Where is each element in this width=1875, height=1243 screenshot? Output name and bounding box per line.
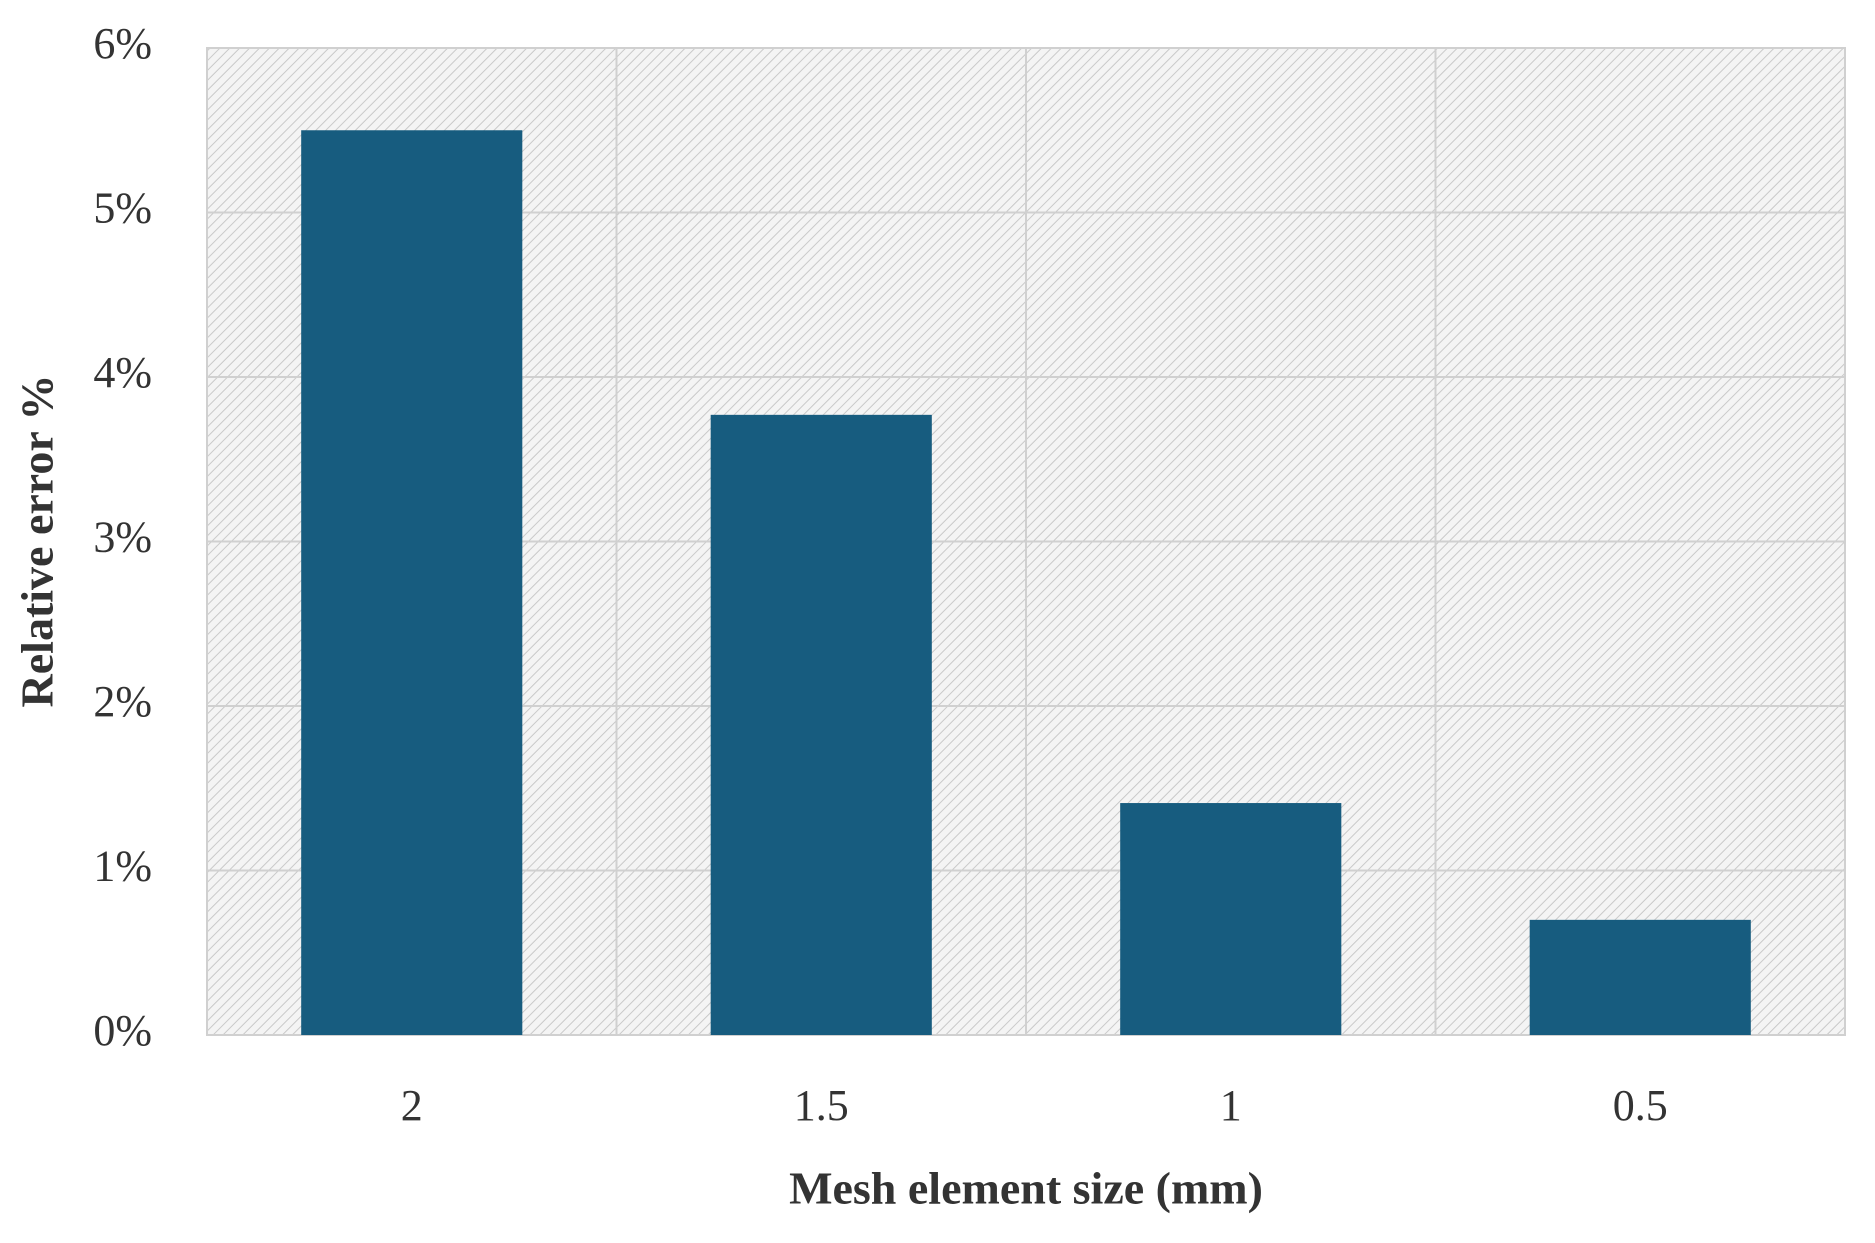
x-tick-label: 1.5 [794, 1081, 849, 1130]
y-tick-label: 6% [93, 19, 152, 68]
y-axis-title: Relative error % [12, 375, 63, 708]
x-tick-label: 1 [1220, 1081, 1242, 1130]
x-tick-label: 0.5 [1613, 1081, 1668, 1130]
y-tick-label: 4% [93, 348, 152, 397]
y-tick-label: 2% [93, 677, 152, 726]
y-tick-label: 0% [93, 1006, 152, 1055]
bar [1120, 803, 1342, 1035]
x-tick-label: 2 [401, 1081, 423, 1130]
bar [301, 130, 523, 1035]
y-tick-label: 3% [93, 513, 152, 562]
y-tick-label: 5% [93, 184, 152, 233]
bar [710, 414, 932, 1036]
y-tick-label: 1% [93, 842, 152, 891]
bar [1529, 919, 1751, 1035]
x-axis-title: Mesh element size (mm) [789, 1163, 1263, 1214]
